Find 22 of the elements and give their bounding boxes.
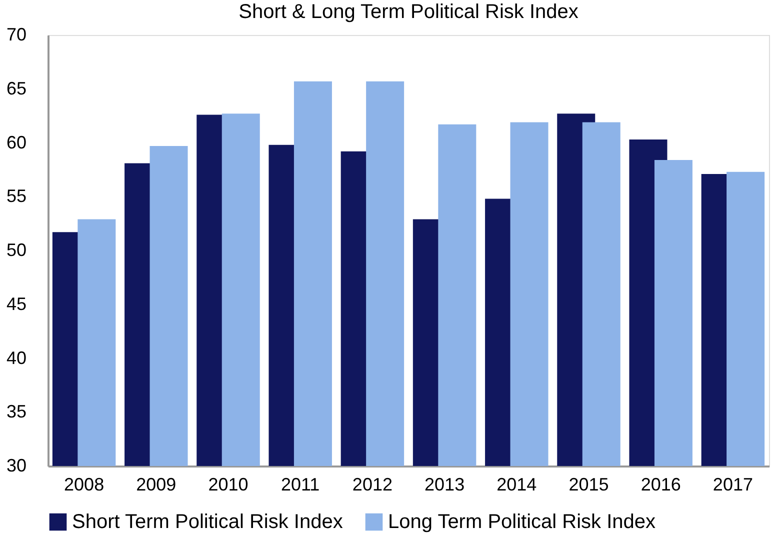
legend-label: Short Term Political Risk Index	[72, 511, 343, 533]
x-tick-label: 2013	[424, 474, 465, 494]
y-tick-label: 65	[6, 78, 26, 98]
x-tick-label: 2009	[136, 474, 176, 494]
legend-label: Long Term Political Risk Index	[388, 511, 656, 533]
x-tick-label: 2012	[352, 474, 392, 494]
x-tick-label: 2017	[712, 474, 753, 494]
y-tick-label: 40	[6, 348, 26, 368]
y-tick-label: 50	[6, 240, 26, 260]
x-tick-label: 2010	[208, 474, 248, 494]
y-tick-label: 60	[6, 132, 26, 152]
chart-title: Short & Long Term Political Risk Index	[238, 1, 578, 23]
y-tick-label: 45	[6, 294, 26, 314]
x-tick-label: 2008	[64, 474, 104, 494]
y-tick-label: 55	[6, 186, 26, 206]
x-tick-label: 2016	[640, 474, 681, 494]
y-tick-label: 30	[6, 456, 26, 476]
x-tick-label: 2011	[280, 474, 320, 494]
y-tick-label: 70	[6, 24, 26, 44]
x-tick-label: 2015	[568, 474, 609, 494]
x-tick-label: 2014	[496, 474, 537, 494]
y-tick-label: 35	[6, 402, 26, 422]
